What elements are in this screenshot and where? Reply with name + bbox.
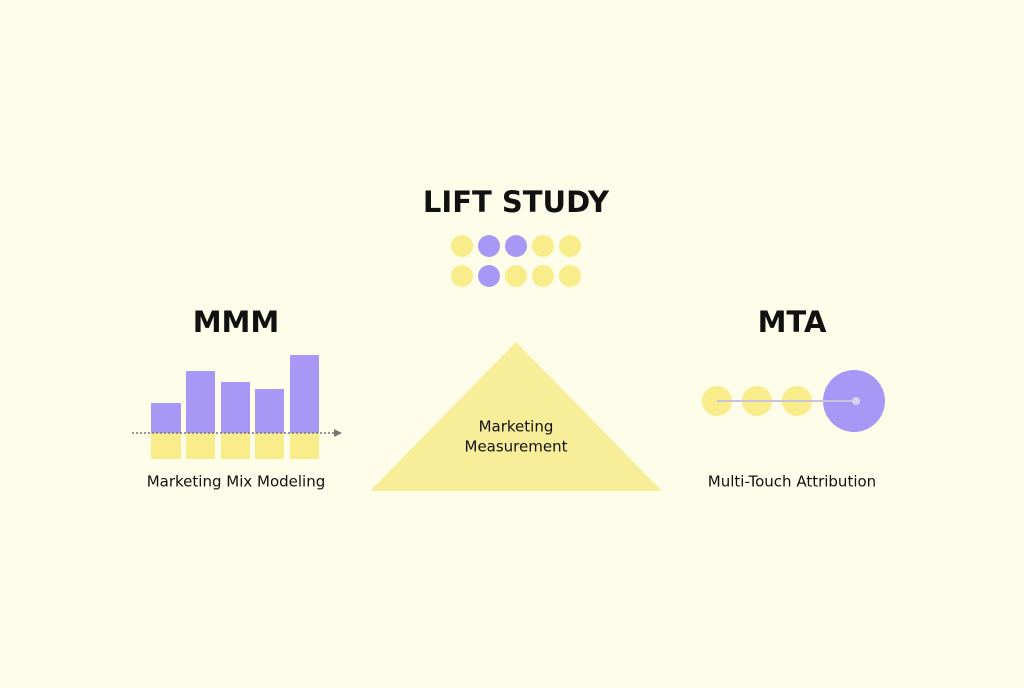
shape [186,371,215,433]
shape [852,397,860,405]
shape [151,433,181,459]
shape [255,389,284,433]
shape [478,235,500,257]
shape [290,355,319,433]
shape [505,265,527,287]
mmm-title: MMM [193,305,280,339]
shape [290,433,319,459]
center-line: Measurement [465,438,568,456]
mta-subtitle: Multi-Touch Attribution [708,473,876,491]
mmm-subtitle: Marketing Mix Modeling [147,473,326,491]
mmm-bars [132,355,342,459]
measurement-triangle [370,342,662,491]
center-line: Marketing [479,418,554,436]
shape [559,265,581,287]
mta-touchpoints [702,370,885,432]
shape [451,235,473,257]
shape [478,265,500,287]
shape [151,403,181,433]
shape [532,235,554,257]
shape [532,265,554,287]
lift-dots [451,235,581,287]
shape [334,429,342,437]
shape [255,433,284,459]
lift-study-title: LIFT STUDY [423,185,610,219]
shape [221,433,250,459]
shape [559,235,581,257]
mta-title: MTA [758,305,827,339]
shape [186,433,215,459]
shape [505,235,527,257]
shape [221,382,250,433]
shape [451,265,473,287]
